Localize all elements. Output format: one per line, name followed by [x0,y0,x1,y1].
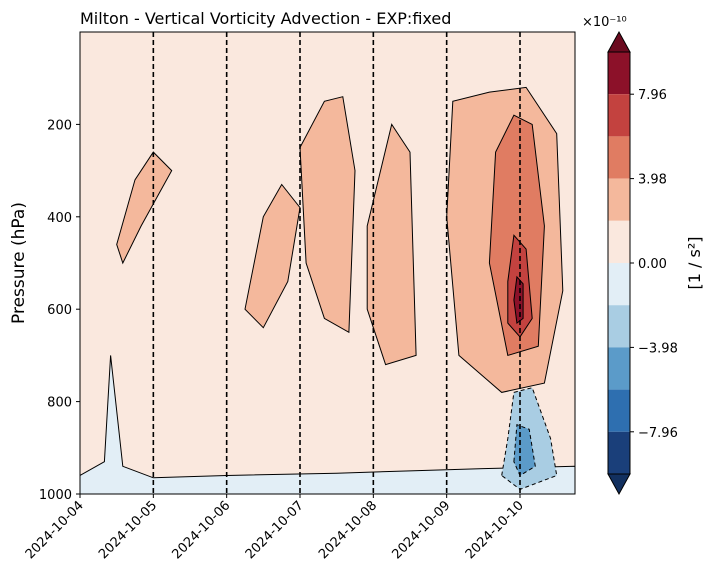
colorbar-band [608,305,630,348]
colorbar-band [608,263,630,306]
x-tick-label: 2024-10-10 [463,498,527,562]
x-tick-label: 2024-10-09 [389,498,453,562]
y-tick-label: 800 [47,396,72,411]
colorbar-band [608,178,630,221]
colorbar-tick-label: −3.98 [638,341,678,356]
y-tick-label: 1000 [39,488,72,503]
positive-region-day8 [366,123,417,366]
colorbar-tick-label: 7.96 [638,88,667,103]
x-tick-label: 2024-10-04 [23,498,87,562]
colorbar-band [608,431,630,474]
x-tick-label: 2024-10-07 [243,498,307,562]
dashed-day-lines [152,32,521,494]
y-tick-label: 400 [47,211,72,226]
colorbar-scale: ×10⁻¹⁰ [582,15,627,30]
positive-region-day7 [299,96,356,334]
plot-area [80,32,575,494]
colorbar-band [608,52,630,95]
colorbar-tick-label: 3.98 [638,173,667,188]
colorbar-tick-label: 0.00 [638,257,667,272]
y-axis-label: Pressure (hPa) [9,202,29,324]
colorbar-band [608,347,630,390]
colorbar-band [608,94,630,137]
y-tick-label: 600 [47,303,72,318]
chart-title: Milton - Vertical Vorticity Advection - … [80,9,451,28]
negative-feature-inner [513,423,536,477]
colorbar-band [608,220,630,263]
y-tick-label: 200 [47,118,72,133]
y-axis: 200 400 600 800 1000 [39,118,80,503]
contour-fields [80,86,575,494]
colorbar-band [608,136,630,179]
x-tick-label: 2024-10-06 [169,498,233,562]
colorbar-label: [1 / s²] [685,237,704,290]
x-tick-label: 2024-10-05 [96,498,160,562]
x-axis: 2024-10-04 2024-10-05 2024-10-06 2024-10-07… [23,494,527,562]
positive-region-day6 [244,183,301,329]
x-tick-label: 2024-10-08 [316,498,380,562]
plot-frame [79,31,576,495]
positive-region-day5 [116,151,173,265]
colorbar-band [608,389,630,432]
colorbar: 7.96 3.98 0.00 −3.98 −7.96 [607,30,678,496]
colorbar-extend-under [607,473,631,496]
colorbar-tick-label: −7.96 [638,426,678,441]
colorbar-extend-over [607,30,631,53]
